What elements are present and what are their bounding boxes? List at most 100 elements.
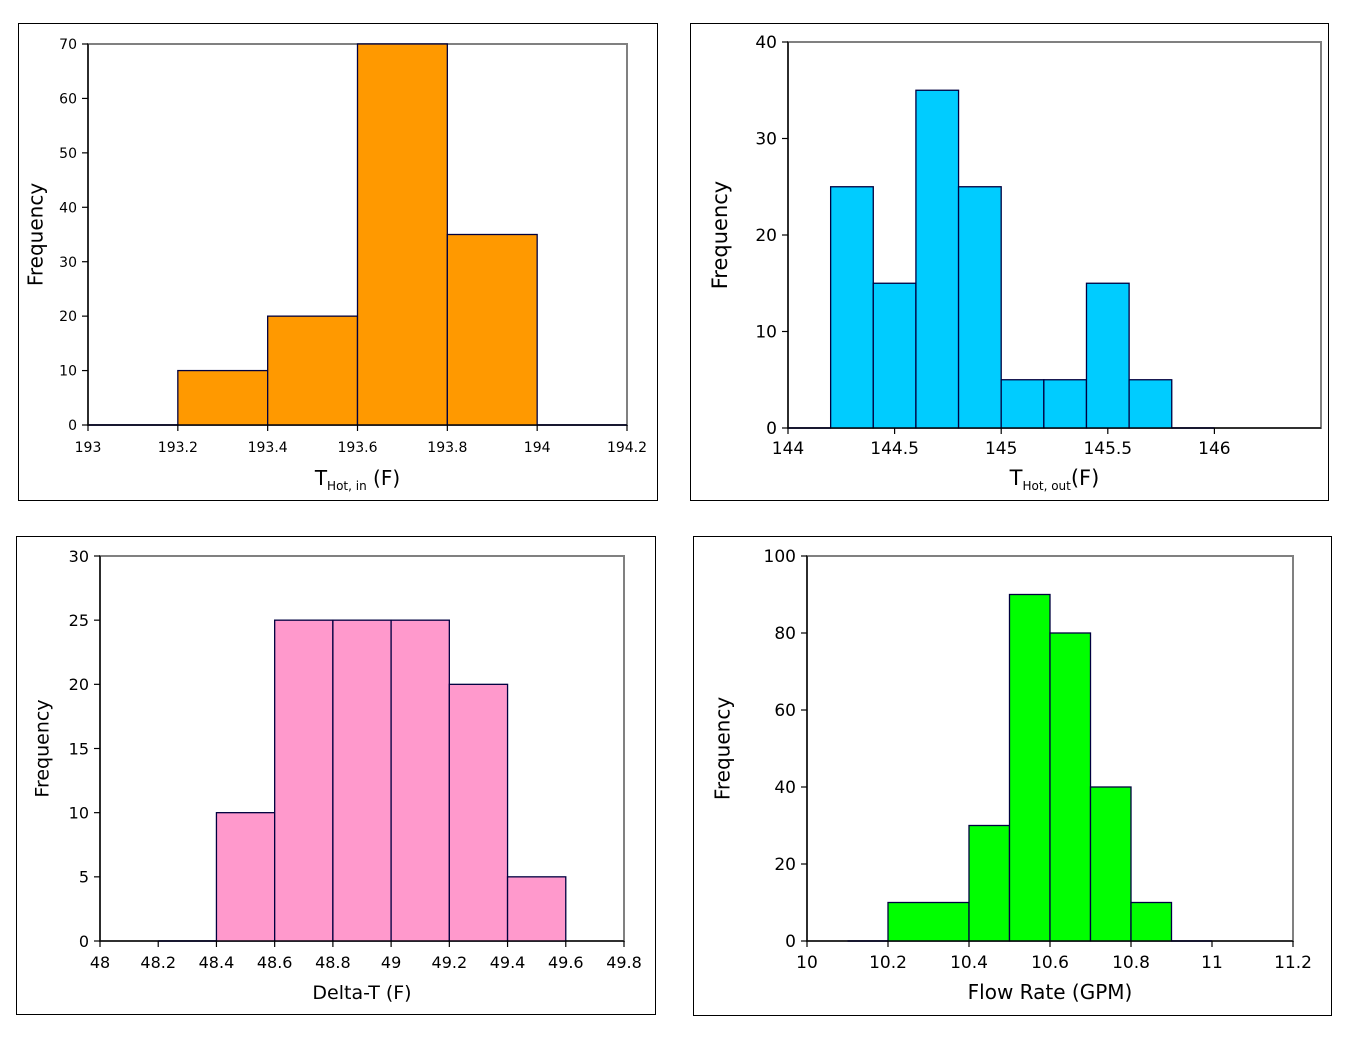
histogram-bar [448, 683, 509, 942]
y-tick-label: 30 [755, 130, 777, 150]
x-tick-label: 10 [796, 953, 818, 973]
x-axis-title-unit: (F) [367, 466, 400, 490]
y-tick-label: 20 [59, 309, 77, 325]
x-tick-label: 144 [772, 439, 804, 459]
histogram-panel-t-hot-in: 193 193.2 193.4 193.6 193.8 194 194.2 0 10 20 30 40… [18, 23, 658, 501]
y-tick-label: 0 [68, 418, 77, 434]
x-axis-title-subscript: Hot, in [327, 479, 367, 493]
y-axis-title: Frequency [32, 699, 54, 797]
histogram-bar [1128, 379, 1173, 429]
histogram-bar [1043, 379, 1088, 429]
x-tick-label: 49.6 [548, 953, 584, 972]
x-tick-label: 193.4 [248, 440, 288, 456]
y-tick-label: 50 [59, 146, 77, 162]
histogram-bar [215, 812, 276, 942]
histogram-bar [1049, 632, 1092, 942]
histogram-panel-delta-t: 48 48.2 48.4 48.6 48.8 49 49.2 49.4 49.6 49.8 0 5 10… [16, 536, 656, 1015]
histogram-bar [829, 186, 874, 429]
y-tick-label: 40 [755, 33, 777, 53]
x-tick-label: 11 [1201, 953, 1223, 973]
histogram-panel-flow-rate: 10 10.2 10.4 10.6 10.8 11 11.2 0 20 40 60 80 100 Freq… [693, 536, 1332, 1016]
x-tick-label: 10.6 [1031, 953, 1069, 973]
histogram-bar [1089, 786, 1132, 942]
x-tick-label: 193 [75, 440, 102, 456]
y-tick-label: 40 [774, 778, 796, 798]
histogram-bar [968, 824, 1011, 942]
histogram-bar [390, 619, 450, 942]
histogram-bar [332, 619, 392, 942]
histogram-bar [1000, 379, 1045, 429]
histogram-bar [957, 186, 1002, 429]
x-tick-label: 48.6 [257, 953, 293, 972]
histogram-bar [1008, 593, 1051, 942]
x-axis-title-subscript: Hot, out [1023, 479, 1072, 493]
y-tick-label: 30 [59, 255, 77, 271]
y-tick-label: 80 [774, 624, 796, 644]
histogram-bar [506, 876, 567, 942]
x-tick-label: 48.8 [315, 953, 351, 972]
histogram-delta-t: 48 48.2 48.4 48.6 48.8 49 49.2 49.4 49.6 49.8 0 5 10… [32, 547, 642, 1004]
x-tick-label: 10.2 [869, 953, 907, 973]
histogram-bar [446, 233, 538, 426]
x-tick-label: 193.6 [337, 440, 377, 456]
y-tick-label: 60 [59, 91, 77, 107]
x-tick-label: 49 [381, 953, 401, 972]
x-tick-label: 10.4 [950, 953, 988, 973]
y-tick-label: 10 [59, 364, 77, 380]
y-tick-label: 100 [764, 547, 796, 567]
histogram-panel-t-hot-out: 144 144.5 145 145.5 146 0 10 20 30 40 Frequency THo… [690, 23, 1329, 501]
y-tick-label: 30 [69, 547, 89, 566]
y-axis-title: Frequency [708, 181, 732, 290]
histogram-bar [1130, 901, 1173, 942]
y-tick-label: 10 [755, 323, 777, 343]
x-tick-label: 48.4 [199, 953, 235, 972]
x-tick-label: 49.2 [432, 953, 468, 972]
histogram-bar [356, 43, 448, 426]
y-tick-label: 5 [79, 868, 89, 887]
y-tick-label: 0 [766, 419, 777, 439]
histogram-bar [872, 282, 917, 429]
y-tick-label: 70 [59, 37, 77, 53]
y-axis-title: Frequency [711, 697, 735, 800]
y-tick-label: 20 [755, 226, 777, 246]
y-tick-label: 10 [69, 803, 89, 822]
x-axis-title: Flow Rate (GPM) [968, 980, 1133, 1004]
y-axis-title: Frequency [24, 183, 48, 286]
histogram-bar [274, 619, 334, 942]
x-tick-label: 194 [524, 440, 551, 456]
x-tick-label: 146 [1198, 439, 1230, 459]
x-tick-label: 145.5 [1083, 439, 1132, 459]
x-axis-title-main: Flow Rate (GPM) [968, 980, 1133, 1004]
y-tick-label: 20 [774, 855, 796, 875]
x-tick-label: 10.8 [1112, 953, 1150, 973]
x-tick-label: 193.8 [427, 440, 467, 456]
y-tick-label: 25 [69, 611, 89, 630]
histogram-t-hot-out: 144 144.5 145 145.5 146 0 10 20 30 40 Frequency THo… [708, 33, 1322, 493]
histogram-bar [177, 369, 269, 426]
histogram-bar [915, 89, 960, 429]
histogram-bar [1085, 282, 1130, 429]
y-tick-label: 60 [774, 701, 796, 721]
x-axis-title-main: T [314, 466, 328, 490]
y-tick-label: 0 [785, 932, 796, 952]
y-tick-label: 15 [69, 739, 89, 758]
x-axis-title: THot, out(F) [1009, 466, 1100, 493]
x-axis-title-unit: (F) [1071, 466, 1099, 490]
x-tick-label: 144.5 [870, 439, 919, 459]
x-tick-label: 48 [90, 953, 110, 972]
histogram-flow-rate: 10 10.2 10.4 10.6 10.8 11 11.2 0 20 40 60 80 100 Freq… [711, 547, 1312, 1004]
x-axis-title-main: Delta-T (F) [312, 982, 411, 1004]
x-tick-label: 48.2 [140, 953, 176, 972]
x-axis-title-main: T [1009, 466, 1023, 490]
x-tick-label: 11.2 [1274, 953, 1312, 973]
y-tick-label: 40 [59, 200, 77, 216]
histogram-bar [267, 315, 359, 426]
x-tick-label: 49.8 [606, 953, 642, 972]
x-axis-title: Delta-T (F) [312, 982, 411, 1004]
x-axis-title: THot, in (F) [314, 466, 400, 493]
histogram-bar [887, 901, 970, 942]
histogram-t-hot-in: 193 193.2 193.4 193.6 193.8 194 194.2 0 10 20 30 40… [24, 37, 648, 493]
y-tick-label: 20 [69, 675, 89, 694]
y-tick-label: 0 [79, 932, 89, 951]
x-tick-label: 193.2 [158, 440, 198, 456]
